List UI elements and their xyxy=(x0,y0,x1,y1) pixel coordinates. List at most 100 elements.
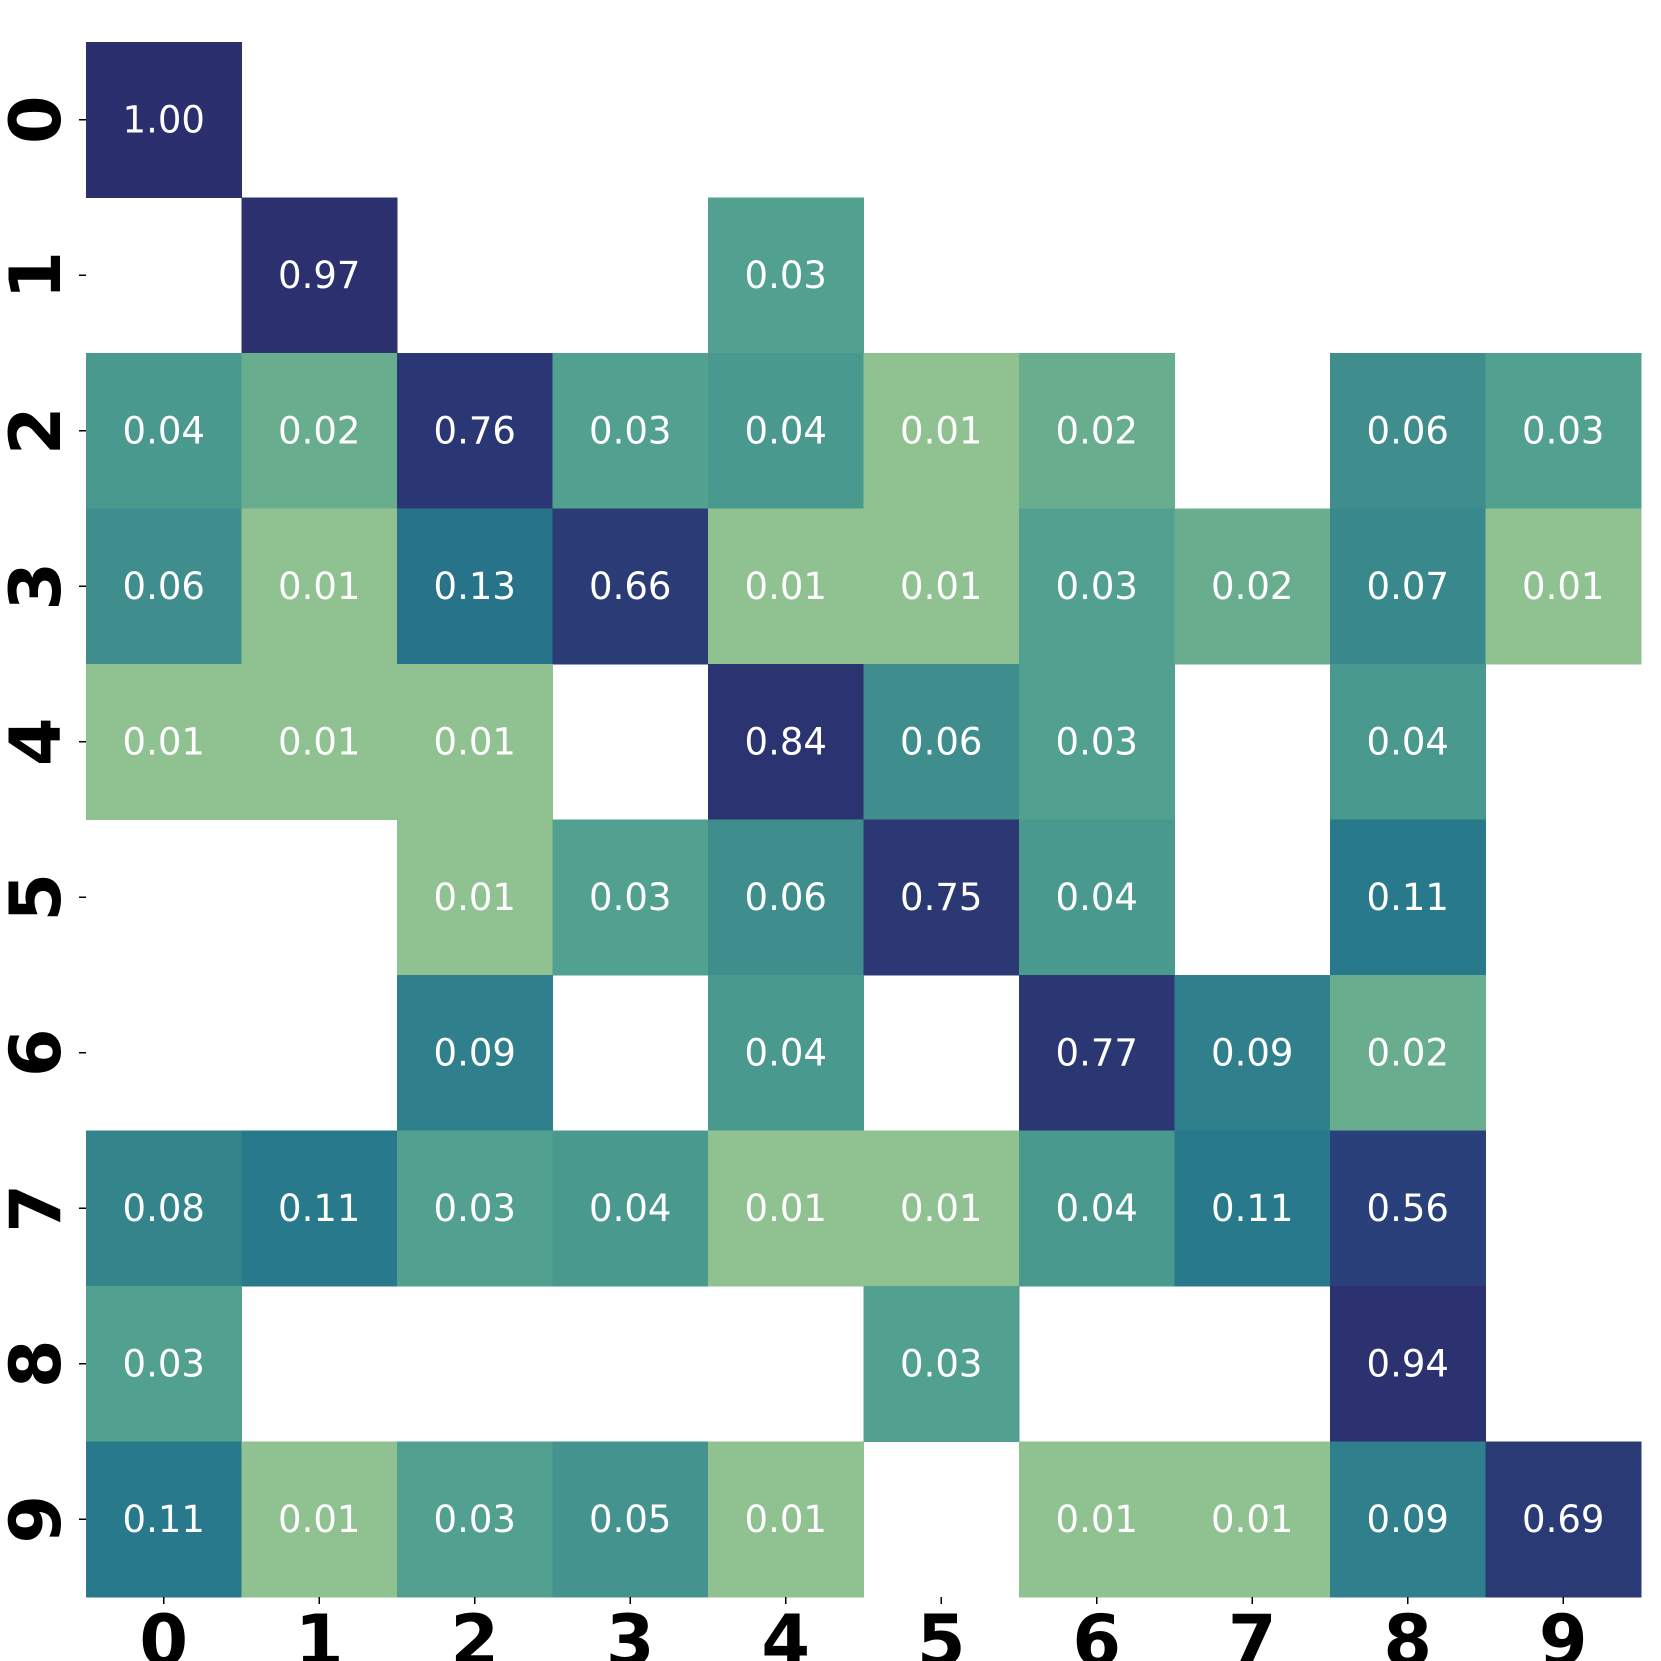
x-tick-label: 0 xyxy=(139,1600,188,1661)
y-tick-label: 9 xyxy=(0,1495,77,1544)
cell-label: 0.03 xyxy=(1056,720,1138,763)
cell-label: 0.04 xyxy=(1056,1187,1138,1230)
heatmap-cell xyxy=(241,197,398,354)
y-tick-label: 7 xyxy=(0,1184,77,1233)
cell-label: 0.11 xyxy=(278,1187,360,1230)
cell-label: 0.03 xyxy=(123,1342,205,1385)
cell-label: 0.03 xyxy=(900,1342,982,1385)
cell-label: 0.01 xyxy=(434,876,516,919)
cell-label: 0.01 xyxy=(1056,1498,1138,1541)
cell-label: 0.08 xyxy=(123,1187,205,1230)
heatmap-cell xyxy=(552,353,709,509)
y-tick-label: 1 xyxy=(0,251,77,300)
heatmap-cell xyxy=(1174,1441,1331,1598)
cell-label: 0.02 xyxy=(1367,1031,1449,1074)
heatmap-cell xyxy=(241,1130,398,1287)
cell-label: 0.06 xyxy=(1367,409,1449,452)
cell-label: 0.03 xyxy=(745,254,827,297)
heatmap-cell xyxy=(86,508,242,665)
heatmap-cell xyxy=(86,353,242,509)
heatmap-cell xyxy=(863,1286,1020,1442)
cell-label: 0.03 xyxy=(434,1498,516,1541)
heatmap-cell xyxy=(397,1441,553,1598)
cell-label: 0.02 xyxy=(1056,409,1138,452)
cell-label: 0.04 xyxy=(123,409,205,452)
x-tick-label: 4 xyxy=(761,1600,810,1661)
cell-label: 0.09 xyxy=(1367,1498,1449,1541)
cell-label: 0.01 xyxy=(745,1498,827,1541)
cell-label: 0.01 xyxy=(900,409,982,452)
cell-label: 0.04 xyxy=(1056,876,1138,919)
cell-label: 0.11 xyxy=(123,1498,205,1541)
heatmap-cell xyxy=(86,1441,242,1598)
heatmap-cell xyxy=(1019,1441,1175,1598)
cell-label: 0.01 xyxy=(900,565,982,608)
heatmap-cell xyxy=(397,819,553,976)
heatmap-cell xyxy=(1019,975,1175,1131)
heatmap-cell xyxy=(708,508,864,665)
x-tick-label: 1 xyxy=(295,1600,344,1661)
cell-label: 0.76 xyxy=(434,409,516,452)
heatmap-cell xyxy=(863,664,1020,820)
cell-label: 0.04 xyxy=(745,1031,827,1074)
heatmap-cell xyxy=(1330,1286,1486,1442)
heatmap-cell xyxy=(863,1130,1020,1287)
cell-label: 1.00 xyxy=(123,98,205,141)
cell-label: 0.02 xyxy=(278,409,360,452)
y-tick-label: 4 xyxy=(0,717,77,766)
cell-label: 0.13 xyxy=(434,565,516,608)
heatmap-cell xyxy=(552,1130,709,1287)
x-tick-label: 8 xyxy=(1383,1600,1432,1661)
x-tick-label: 6 xyxy=(1072,1600,1121,1661)
heatmap-cell xyxy=(86,1286,242,1442)
heatmap-cell xyxy=(863,508,1020,665)
heatmap-cell xyxy=(708,819,864,976)
cell-label: 0.04 xyxy=(589,1187,671,1230)
heatmap-cell xyxy=(241,353,398,509)
cell-label: 0.01 xyxy=(278,720,360,763)
cell-label: 0.03 xyxy=(434,1187,516,1230)
heatmap-cell xyxy=(708,975,864,1131)
y-tick-label: 2 xyxy=(0,406,77,455)
heatmap-cell xyxy=(1330,819,1486,976)
heatmap-cell xyxy=(1330,508,1486,665)
x-tick-label: 3 xyxy=(606,1600,655,1661)
cell-label: 0.01 xyxy=(434,720,516,763)
cell-label: 0.01 xyxy=(745,1187,827,1230)
heatmap-cell xyxy=(397,1130,553,1287)
heatmap-cell xyxy=(1174,1130,1331,1287)
heatmap-cell xyxy=(708,664,864,820)
cell-label: 0.66 xyxy=(589,565,671,608)
cell-label: 0.56 xyxy=(1367,1187,1449,1230)
x-tick-label: 5 xyxy=(917,1600,966,1661)
heatmap-cell xyxy=(397,664,553,820)
heatmap-cell xyxy=(86,1130,242,1287)
heatmap-cell xyxy=(241,664,398,820)
cell-label: 0.03 xyxy=(1056,565,1138,608)
cell-label: 0.07 xyxy=(1367,565,1449,608)
cell-label: 0.09 xyxy=(434,1031,516,1074)
cell-label: 0.01 xyxy=(278,565,360,608)
heatmap-cell xyxy=(1330,1441,1486,1598)
y-tick-label: 3 xyxy=(0,562,77,611)
cell-label: 0.04 xyxy=(1367,720,1449,763)
cell-label: 0.01 xyxy=(278,1498,360,1541)
heatmap-cell xyxy=(1330,1130,1486,1287)
heatmap-cell xyxy=(552,819,709,976)
heatmap-cell xyxy=(1330,975,1486,1131)
heatmap-cell xyxy=(708,1130,864,1287)
y-tick-label: 5 xyxy=(0,873,77,922)
cell-label: 0.03 xyxy=(589,409,671,452)
cell-label: 0.11 xyxy=(1367,876,1449,919)
heatmap-cell xyxy=(86,42,242,198)
heatmap-cell xyxy=(397,353,553,509)
cell-label: 0.84 xyxy=(745,720,827,763)
heatmap-cell xyxy=(397,975,553,1131)
heatmap-cell xyxy=(863,353,1020,509)
cell-label: 0.01 xyxy=(900,1187,982,1230)
heatmap-cell xyxy=(1330,353,1486,509)
heatmap-cell xyxy=(241,508,398,665)
cell-label: 0.77 xyxy=(1056,1031,1138,1074)
